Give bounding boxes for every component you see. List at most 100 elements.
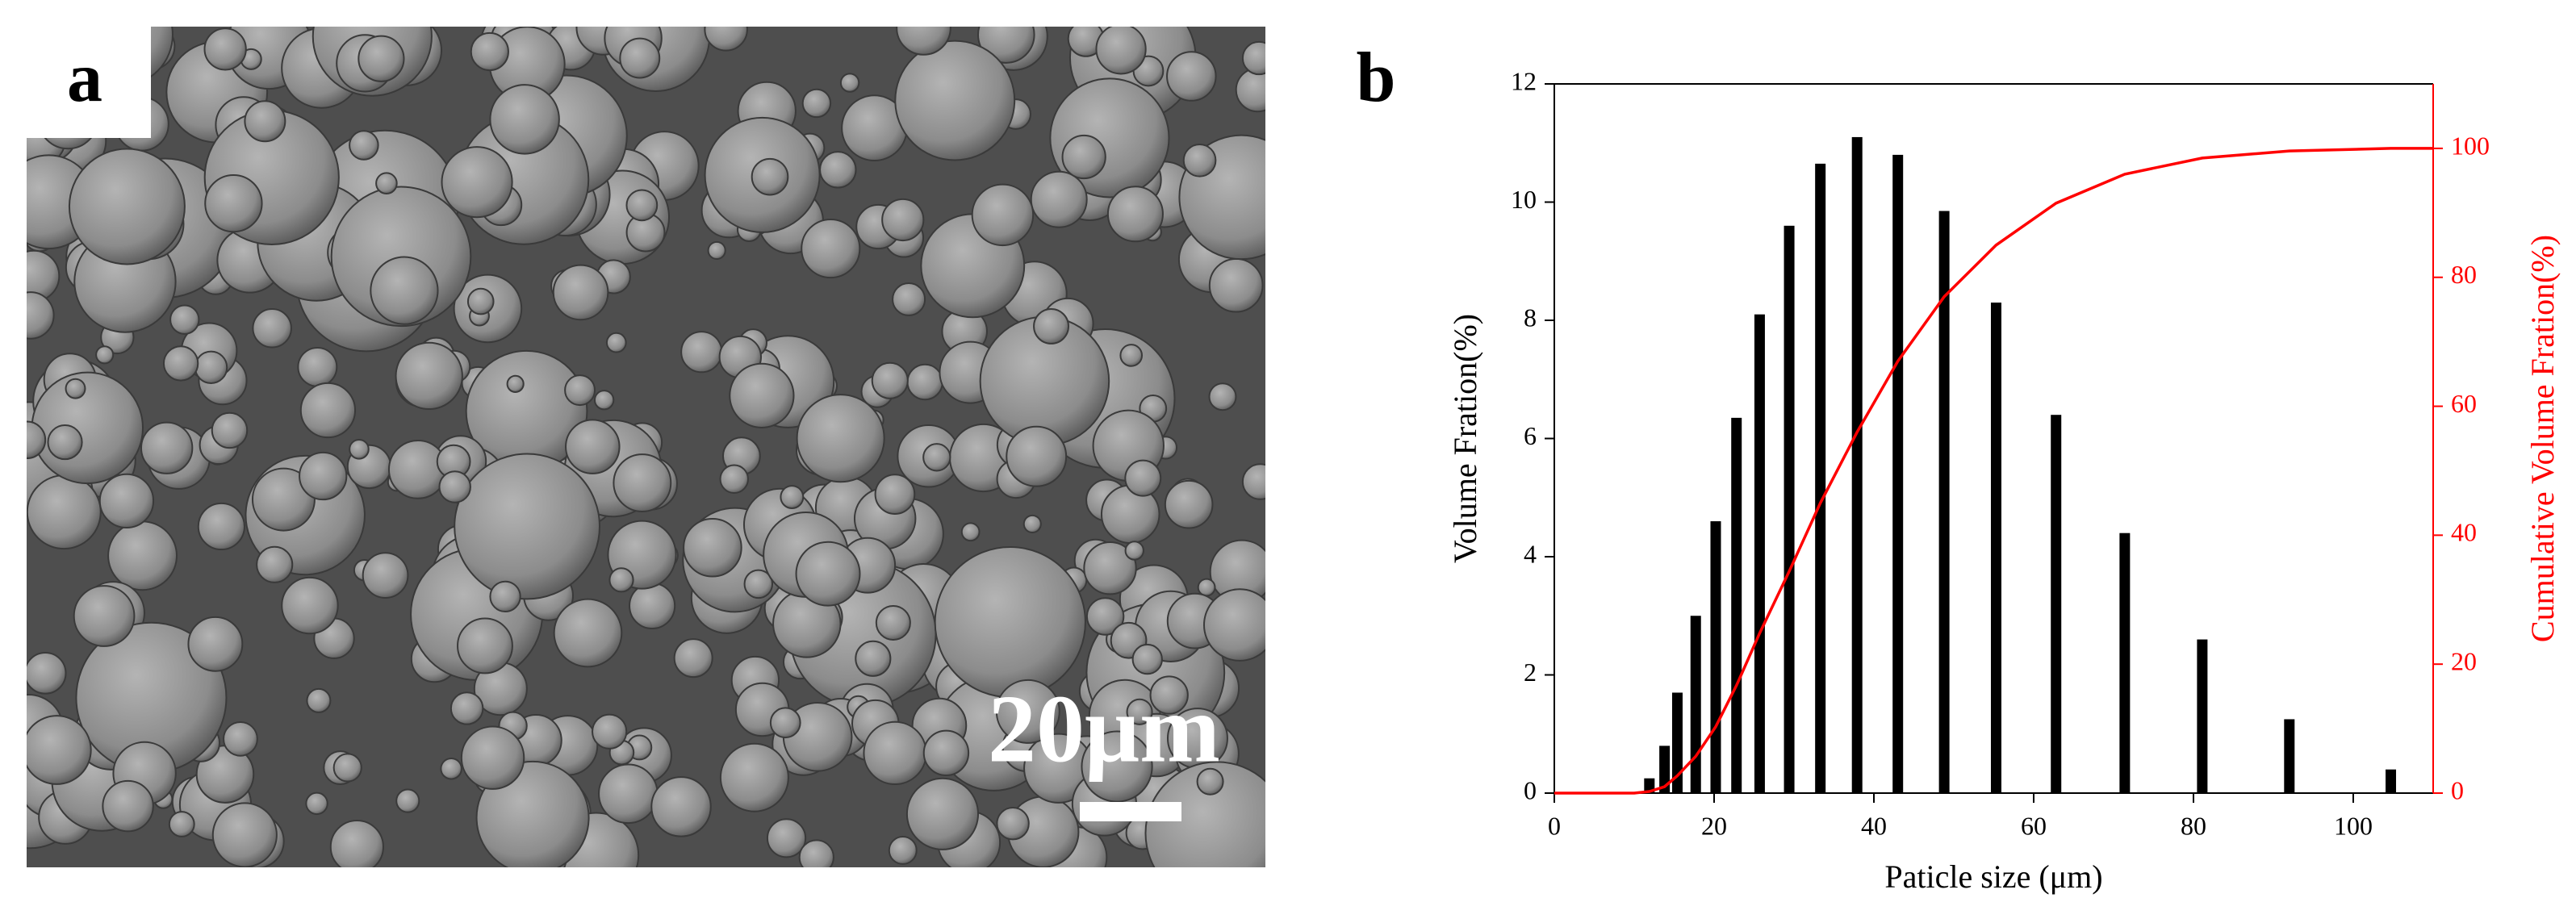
particle bbox=[798, 839, 834, 867]
particle bbox=[281, 576, 339, 635]
particle bbox=[470, 31, 509, 72]
scale-bar bbox=[1080, 802, 1181, 821]
particle bbox=[244, 100, 286, 143]
particle bbox=[297, 346, 338, 387]
particle bbox=[47, 424, 83, 461]
particle bbox=[187, 616, 244, 672]
particle bbox=[395, 788, 420, 813]
particle bbox=[1083, 541, 1137, 595]
particle bbox=[438, 470, 471, 503]
particle bbox=[441, 146, 513, 219]
particle bbox=[454, 453, 600, 600]
particle bbox=[922, 729, 970, 776]
y-tick-label: 0 bbox=[1524, 775, 1537, 804]
particle bbox=[251, 467, 316, 532]
particle bbox=[704, 27, 748, 52]
particle bbox=[1119, 344, 1144, 367]
particle bbox=[593, 390, 615, 411]
particle bbox=[680, 331, 723, 374]
particle bbox=[299, 382, 357, 439]
particle bbox=[27, 420, 47, 460]
particle bbox=[375, 172, 398, 195]
y-tick-label: 8 bbox=[1524, 303, 1537, 332]
particle bbox=[223, 720, 258, 757]
particle bbox=[211, 802, 278, 867]
particle bbox=[349, 438, 370, 460]
particle bbox=[332, 753, 362, 783]
particle bbox=[299, 451, 348, 501]
particle bbox=[553, 598, 623, 668]
particle bbox=[1095, 27, 1147, 75]
label-box bbox=[0, 0, 151, 138]
particle bbox=[460, 725, 525, 790]
y2-tick-label: 60 bbox=[2451, 389, 2477, 418]
particle bbox=[98, 473, 155, 529]
particle bbox=[204, 173, 263, 233]
bar bbox=[1754, 314, 1765, 793]
particle bbox=[395, 341, 463, 411]
particle bbox=[1061, 134, 1106, 180]
y2-tick-label: 100 bbox=[2451, 131, 2490, 160]
bar bbox=[1990, 303, 2001, 793]
particle bbox=[162, 345, 199, 382]
particle bbox=[1006, 425, 1068, 487]
bar bbox=[1671, 692, 1683, 793]
y2-tick-label: 40 bbox=[2451, 518, 2477, 547]
particle bbox=[1241, 463, 1265, 500]
bar bbox=[2386, 769, 2397, 793]
y-tick-label: 2 bbox=[1524, 658, 1537, 687]
particle bbox=[719, 464, 749, 494]
particle bbox=[305, 791, 328, 816]
particle bbox=[466, 287, 495, 315]
particle bbox=[683, 517, 742, 578]
bar bbox=[2197, 639, 2208, 793]
bar bbox=[1690, 616, 1701, 793]
particle bbox=[27, 474, 102, 550]
particle bbox=[475, 760, 590, 867]
x-tick-label: 20 bbox=[1701, 811, 1727, 840]
panel-label: a bbox=[67, 39, 102, 117]
particle bbox=[1124, 541, 1144, 561]
particle bbox=[1241, 40, 1265, 76]
particle bbox=[506, 374, 525, 393]
particle bbox=[65, 378, 86, 399]
particle bbox=[905, 777, 980, 850]
particle bbox=[370, 256, 439, 325]
particle bbox=[564, 374, 596, 407]
y-tick-label: 4 bbox=[1524, 539, 1537, 568]
particle bbox=[922, 443, 951, 472]
y-tick-label: 12 bbox=[1511, 66, 1537, 95]
x-tick-label: 80 bbox=[2181, 811, 2206, 840]
sem-image bbox=[27, 27, 1265, 867]
particle bbox=[1196, 767, 1224, 796]
particle bbox=[766, 818, 807, 858]
bar bbox=[1784, 225, 1795, 793]
y-tick-label: 6 bbox=[1524, 421, 1537, 450]
particle bbox=[387, 440, 448, 499]
particle bbox=[1208, 382, 1237, 411]
bar bbox=[1892, 154, 1904, 793]
chart: 0 20 40 60 80 100 0 2 4 6 8 10 12 0 20 40 60 80 100 Paticle… bbox=[1447, 66, 2561, 895]
particle bbox=[168, 811, 195, 837]
y2-axis-label: Cumulative Volume Fration(%) bbox=[2524, 235, 2561, 642]
particle bbox=[1131, 643, 1163, 675]
x-tick-label: 60 bbox=[2021, 811, 2047, 840]
particle bbox=[743, 569, 774, 599]
particle bbox=[707, 240, 726, 261]
particle bbox=[27, 652, 67, 695]
particle bbox=[73, 585, 136, 647]
particle bbox=[894, 40, 1016, 161]
bar bbox=[1815, 163, 1826, 793]
particle bbox=[1203, 588, 1265, 662]
particle bbox=[888, 835, 918, 865]
particle bbox=[906, 363, 943, 401]
particle bbox=[839, 73, 860, 93]
particle bbox=[362, 552, 409, 599]
particle bbox=[349, 130, 379, 161]
particle bbox=[1126, 698, 1153, 725]
bar bbox=[1851, 136, 1863, 794]
particle bbox=[1033, 307, 1069, 345]
particle bbox=[608, 567, 634, 593]
particle bbox=[1208, 257, 1264, 313]
particle bbox=[27, 291, 55, 340]
